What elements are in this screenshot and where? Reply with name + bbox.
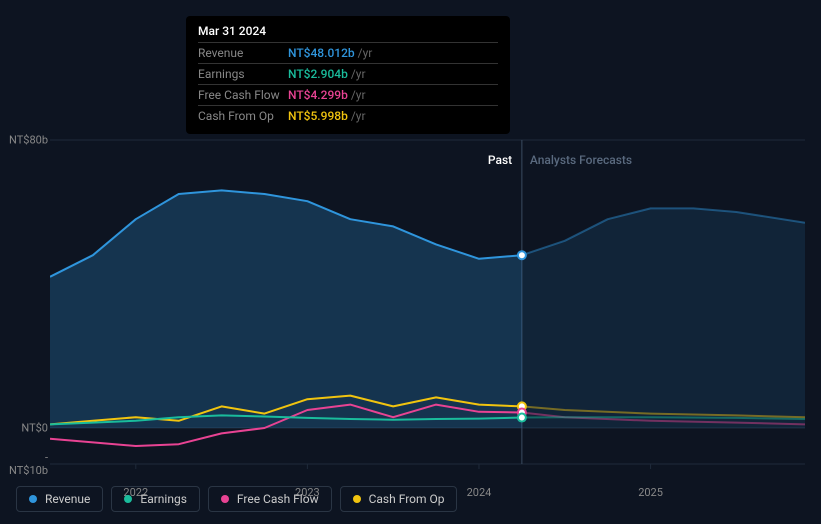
- tooltip-metric-label: Revenue: [198, 46, 288, 60]
- x-axis-label: 2024: [467, 486, 492, 499]
- legend-item[interactable]: Earnings: [111, 486, 200, 512]
- tooltip-row: EarningsNT$2.904b/yr: [198, 63, 498, 84]
- tooltip-metric-label: Free Cash Flow: [198, 88, 288, 102]
- tooltip-date: Mar 31 2024: [198, 24, 498, 42]
- legend-item[interactable]: Revenue: [16, 486, 103, 512]
- y-axis-label: NT$0: [8, 422, 48, 435]
- y-axis-label: NT$80b: [8, 134, 48, 147]
- chart-tooltip: Mar 31 2024 RevenueNT$48.012b/yrEarnings…: [186, 16, 510, 134]
- tooltip-metric-value: NT$5.998b: [288, 109, 348, 123]
- tooltip-metric-label: Cash From Op: [198, 109, 288, 123]
- legend-label: Free Cash Flow: [237, 492, 319, 506]
- tooltip-metric-unit: /yr: [351, 109, 366, 123]
- legend-label: Earnings: [140, 492, 187, 506]
- y-axis-label: -NT$10b: [8, 451, 48, 477]
- tooltip-metric-unit: /yr: [358, 46, 373, 60]
- chart-svg: [50, 125, 805, 479]
- tooltip-row: Free Cash FlowNT$4.299b/yr: [198, 84, 498, 105]
- tooltip-metric-value: NT$48.012b: [288, 46, 355, 60]
- section-label-past: Past: [488, 153, 512, 167]
- legend-item[interactable]: Cash From Op: [340, 486, 458, 512]
- legend-item[interactable]: Free Cash Flow: [208, 486, 332, 512]
- tooltip-metric-unit: /yr: [351, 88, 366, 102]
- tooltip-metric-value: NT$4.299b: [288, 88, 348, 102]
- x-axis-label: 2025: [638, 486, 663, 499]
- legend-dot-icon: [29, 495, 37, 503]
- legend-dot-icon: [353, 495, 361, 503]
- section-label-forecasts: Analysts Forecasts: [530, 153, 632, 167]
- legend-dot-icon: [221, 495, 229, 503]
- tooltip-metric-unit: /yr: [351, 67, 366, 81]
- legend: Revenue Earnings Free Cash Flow Cash From O…: [16, 486, 457, 512]
- legend-label: Revenue: [45, 492, 90, 506]
- legend-dot-icon: [124, 495, 132, 503]
- legend-label: Cash From Op: [369, 492, 445, 506]
- tooltip-metric-label: Earnings: [198, 67, 288, 81]
- tooltip-row: RevenueNT$48.012b/yr: [198, 42, 498, 63]
- chart-area: NT$80bNT$0-NT$10b2022202320242025PastAna…: [16, 125, 805, 479]
- tooltip-metric-value: NT$2.904b: [288, 67, 348, 81]
- tooltip-row: Cash From OpNT$5.998b/yr: [198, 105, 498, 126]
